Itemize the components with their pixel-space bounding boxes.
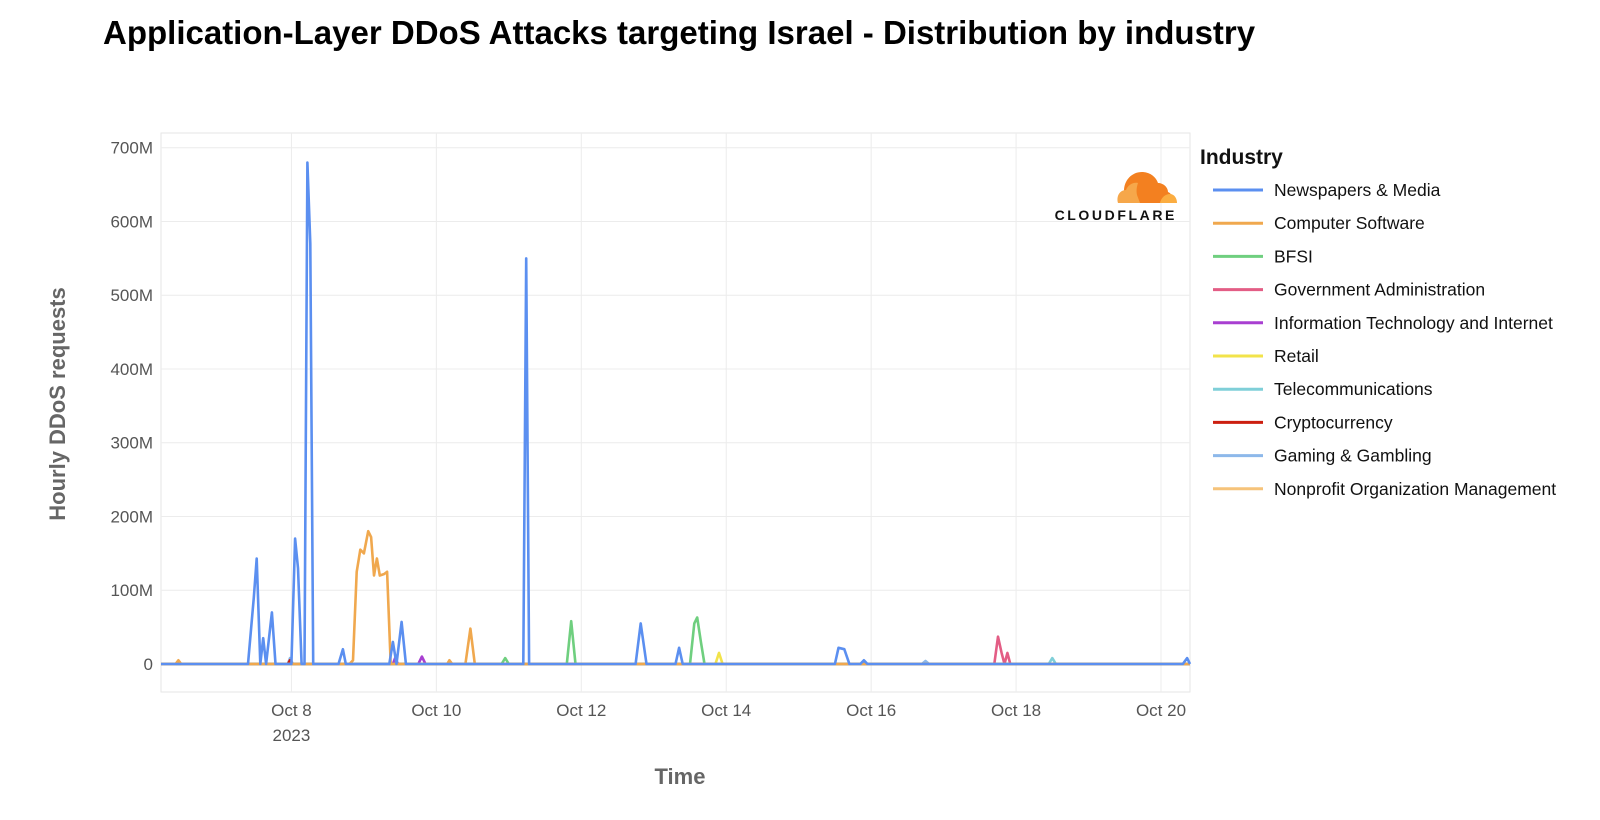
x-tick-label: Oct 12: [556, 701, 606, 720]
y-tick-label: 500M: [110, 286, 153, 305]
plot-area: [160, 132, 1191, 693]
series-line: [161, 161, 1192, 666]
y-tick-label: 400M: [110, 360, 153, 379]
y-axis-title: Hourly DDoS requests: [45, 287, 70, 521]
series-lines: [161, 161, 1192, 666]
chart-title: Application-Layer DDoS Attacks targeting…: [103, 14, 1256, 51]
y-tick-label: 200M: [110, 507, 153, 526]
legend-item-label[interactable]: Government Administration: [1274, 280, 1485, 300]
x-axis-title: Time: [655, 764, 706, 789]
legend-item-label[interactable]: Retail: [1274, 346, 1319, 366]
x-tick-label: Oct 16: [846, 701, 896, 720]
legend-item-label[interactable]: BFSI: [1274, 246, 1313, 266]
legend-item-label[interactable]: Information Technology and Internet: [1274, 313, 1553, 333]
y-axis-ticks: 0 100M 200M 300M 400M 500M 600M 700M: [110, 139, 153, 674]
cloud-icon: [1117, 172, 1177, 203]
y-tick-label: 300M: [110, 434, 153, 453]
x-tick-label: Oct 18: [991, 701, 1041, 720]
x-axis-ticks: Oct 8 Oct 10 Oct 12 Oct 14 Oct 16 Oct 18 Oct 2…: [271, 701, 1186, 745]
legend-item-label[interactable]: Computer Software: [1274, 213, 1425, 233]
logo-text: CLOUDFLARE: [1055, 207, 1177, 223]
x-tick-label: Oct 20: [1136, 701, 1186, 720]
legend-title: Industry: [1200, 146, 1283, 169]
y-tick-label: 700M: [110, 139, 153, 158]
y-tick-label: 0: [144, 655, 153, 674]
x-tick-label: Oct 8: [271, 701, 312, 720]
legend-item-label[interactable]: Cryptocurrency: [1274, 412, 1393, 432]
grid-lines: [161, 133, 1190, 692]
cloudflare-logo: CLOUDFLARE: [1055, 172, 1177, 223]
x-tick-label: Oct 14: [701, 701, 751, 720]
y-tick-label: 100M: [110, 581, 153, 600]
legend-item-label[interactable]: Nonprofit Organization Management: [1274, 479, 1556, 499]
x-year-label: 2023: [273, 726, 311, 745]
x-tick-label: Oct 10: [411, 701, 461, 720]
legend-item-label[interactable]: Newspapers & Media: [1274, 180, 1441, 200]
legend-item-label[interactable]: Telecommunications: [1274, 379, 1433, 399]
series-line: [161, 635, 1190, 666]
legend: Industry Newspapers & Media Computer Soft…: [1200, 146, 1556, 499]
legend-item-label[interactable]: Gaming & Gambling: [1274, 446, 1432, 466]
y-tick-label: 600M: [110, 212, 153, 231]
